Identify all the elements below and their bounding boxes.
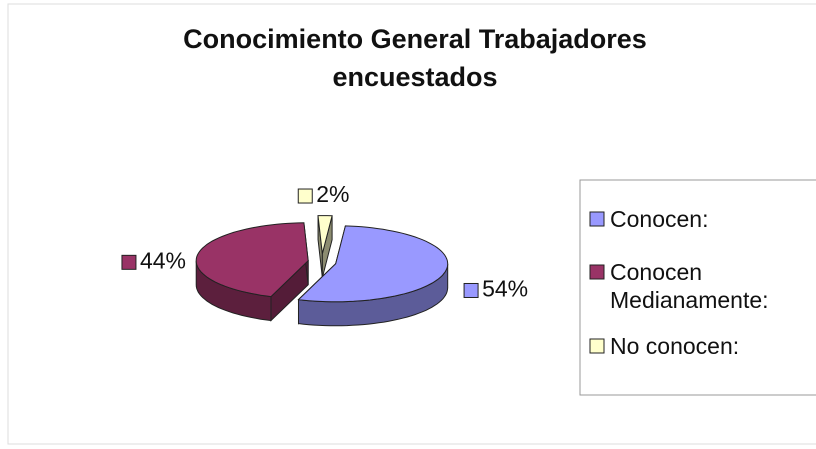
chart-title: Conocimiento General Trabajadores encues…: [183, 24, 647, 92]
data-label-swatch: [121, 254, 137, 270]
data-label-swatch: [463, 282, 479, 298]
legend-swatch: [589, 338, 605, 354]
legend-label: No conocen:: [610, 333, 740, 359]
legend-box: [579, 179, 816, 396]
data-label-swatch: [297, 188, 313, 204]
legend-swatch: [589, 264, 605, 280]
data-label: 44%: [140, 247, 186, 273]
slice: [297, 225, 449, 303]
legend-label: Conocen:: [610, 206, 709, 232]
slice: [317, 215, 333, 254]
legend-swatch: [589, 211, 605, 227]
data-label: 2%: [316, 181, 349, 207]
legend-label: Conocen Medianamente:: [610, 259, 769, 313]
slice: [195, 222, 309, 298]
data-label: 54%: [482, 276, 528, 302]
